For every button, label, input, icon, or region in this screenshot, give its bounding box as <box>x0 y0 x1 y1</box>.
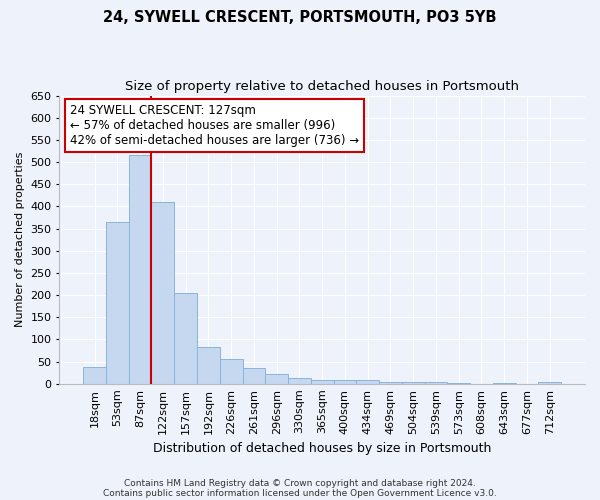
Bar <box>129 156 151 384</box>
Bar <box>425 382 448 384</box>
Bar <box>242 368 265 384</box>
X-axis label: Distribution of detached houses by size in Portsmouth: Distribution of detached houses by size … <box>153 442 491 455</box>
Bar <box>379 382 402 384</box>
Bar <box>493 383 515 384</box>
Text: 24, SYWELL CRESCENT, PORTSMOUTH, PO3 5YB: 24, SYWELL CRESCENT, PORTSMOUTH, PO3 5YB <box>103 10 497 25</box>
Bar <box>538 382 561 384</box>
Bar <box>356 380 379 384</box>
Title: Size of property relative to detached houses in Portsmouth: Size of property relative to detached ho… <box>125 80 519 93</box>
Bar <box>334 380 356 384</box>
Text: Contains HM Land Registry data © Crown copyright and database right 2024.: Contains HM Land Registry data © Crown c… <box>124 478 476 488</box>
Text: Contains public sector information licensed under the Open Government Licence v3: Contains public sector information licen… <box>103 488 497 498</box>
Bar <box>197 347 220 384</box>
Bar <box>288 378 311 384</box>
Y-axis label: Number of detached properties: Number of detached properties <box>15 152 25 328</box>
Bar <box>106 222 129 384</box>
Bar <box>311 380 334 384</box>
Bar <box>83 368 106 384</box>
Bar <box>265 374 288 384</box>
Bar <box>448 383 470 384</box>
Bar <box>402 382 425 384</box>
Text: 24 SYWELL CRESCENT: 127sqm
← 57% of detached houses are smaller (996)
42% of sem: 24 SYWELL CRESCENT: 127sqm ← 57% of deta… <box>70 104 359 147</box>
Bar <box>174 293 197 384</box>
Bar <box>220 360 242 384</box>
Bar <box>151 202 174 384</box>
